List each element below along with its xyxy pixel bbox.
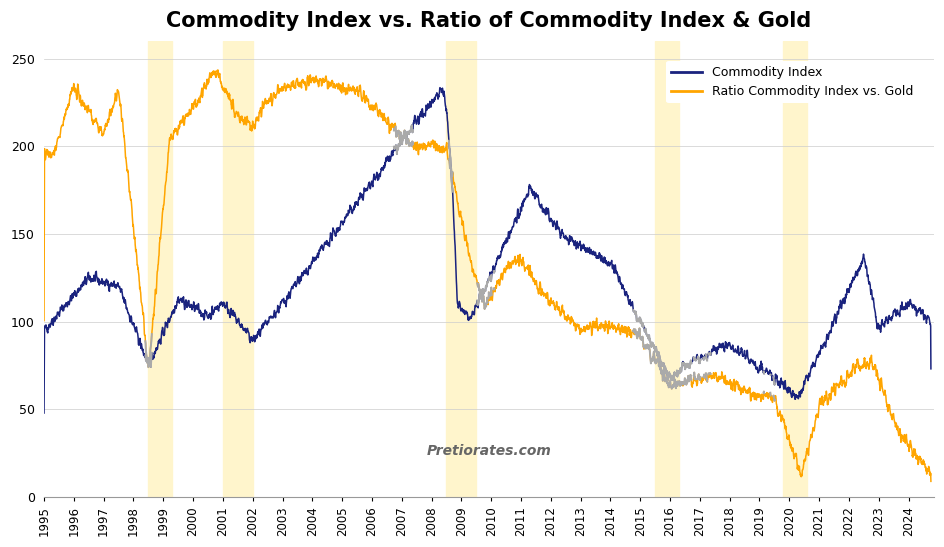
Ratio Commodity Index vs. Gold <box>39 317 50 324</box>
Ratio Commodity Index vs. Gold <box>546 299 557 306</box>
Ratio Commodity Index vs. Gold <box>412 147 423 154</box>
Text: Pretiorates.com: Pretiorates.com <box>426 444 550 458</box>
Commodity Index <box>546 219 557 225</box>
Ratio Commodity Index vs. Gold <box>257 99 268 106</box>
Bar <box>223 41 252 497</box>
Commodity Index <box>515 208 527 214</box>
Ratio Commodity Index vs. Gold <box>902 441 913 448</box>
Bar <box>446 41 476 497</box>
Commodity Index <box>39 410 50 416</box>
Commodity Index <box>48 314 59 321</box>
Line: Commodity Index: Commodity Index <box>44 88 930 413</box>
Commodity Index <box>434 84 446 91</box>
Ratio Commodity Index vs. Gold <box>48 152 59 158</box>
Ratio Commodity Index vs. Gold <box>924 478 936 485</box>
Commodity Index <box>256 323 267 329</box>
Title: Commodity Index vs. Ratio of Commodity Index & Gold: Commodity Index vs. Ratio of Commodity I… <box>166 11 811 31</box>
Commodity Index <box>412 113 423 119</box>
Legend: Commodity Index, Ratio Commodity Index vs. Gold: Commodity Index, Ratio Commodity Index v… <box>666 61 918 103</box>
Bar <box>654 41 679 497</box>
Line: Ratio Commodity Index vs. Gold: Ratio Commodity Index vs. Gold <box>44 70 930 481</box>
Ratio Commodity Index vs. Gold <box>515 260 527 267</box>
Bar <box>783 41 806 497</box>
Commodity Index <box>902 302 913 309</box>
Ratio Commodity Index vs. Gold <box>212 67 224 73</box>
Bar <box>148 41 172 497</box>
Commodity Index <box>924 365 936 372</box>
